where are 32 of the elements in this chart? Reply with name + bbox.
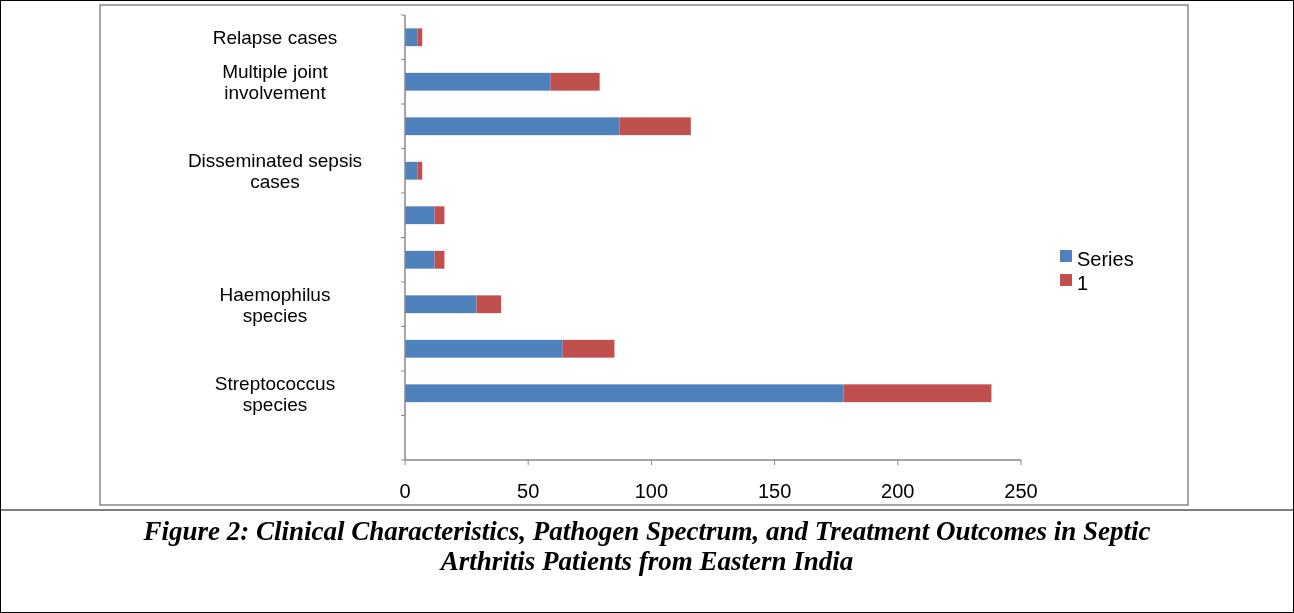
bar xyxy=(417,161,423,180)
x-tick-label: 250 xyxy=(1004,480,1038,502)
bar xyxy=(434,250,445,269)
x-tick-label: 50 xyxy=(517,480,540,502)
legend-label: 1 xyxy=(1077,272,1089,294)
bar xyxy=(405,295,477,314)
bar xyxy=(405,206,435,225)
bar xyxy=(550,72,600,91)
y-tick-label: Haemophilus species xyxy=(219,283,331,326)
y-tick-label: Relapse cases xyxy=(212,27,338,49)
bar xyxy=(405,339,563,358)
bar xyxy=(417,28,423,47)
bar xyxy=(476,295,502,314)
caption: Figure 2: Clinical Characteristics, Pathogen Spectrum, and Treatment Outcomes in Septic Arthritis Patients from Eastern India xyxy=(142,516,1151,576)
y-tick-label: Streptococcus species xyxy=(214,372,336,415)
bar xyxy=(562,339,615,358)
y-tick-label: Multiple joint involvement xyxy=(222,61,329,104)
x-tick-label: 200 xyxy=(881,480,915,502)
bar xyxy=(434,206,445,225)
bar xyxy=(405,117,620,136)
legend-label: Series xyxy=(1077,248,1134,270)
bar xyxy=(843,384,992,403)
x-tick-label: 150 xyxy=(757,480,792,502)
bar xyxy=(619,117,691,136)
y-tick-label: Disseminated sepsis cases xyxy=(187,150,363,193)
bar xyxy=(405,384,844,403)
bar xyxy=(405,72,551,91)
x-tick-label: 100 xyxy=(634,480,669,502)
x-tick-label: 0 xyxy=(399,480,411,502)
bar xyxy=(405,28,418,47)
bar xyxy=(405,250,435,269)
bar xyxy=(405,161,418,180)
